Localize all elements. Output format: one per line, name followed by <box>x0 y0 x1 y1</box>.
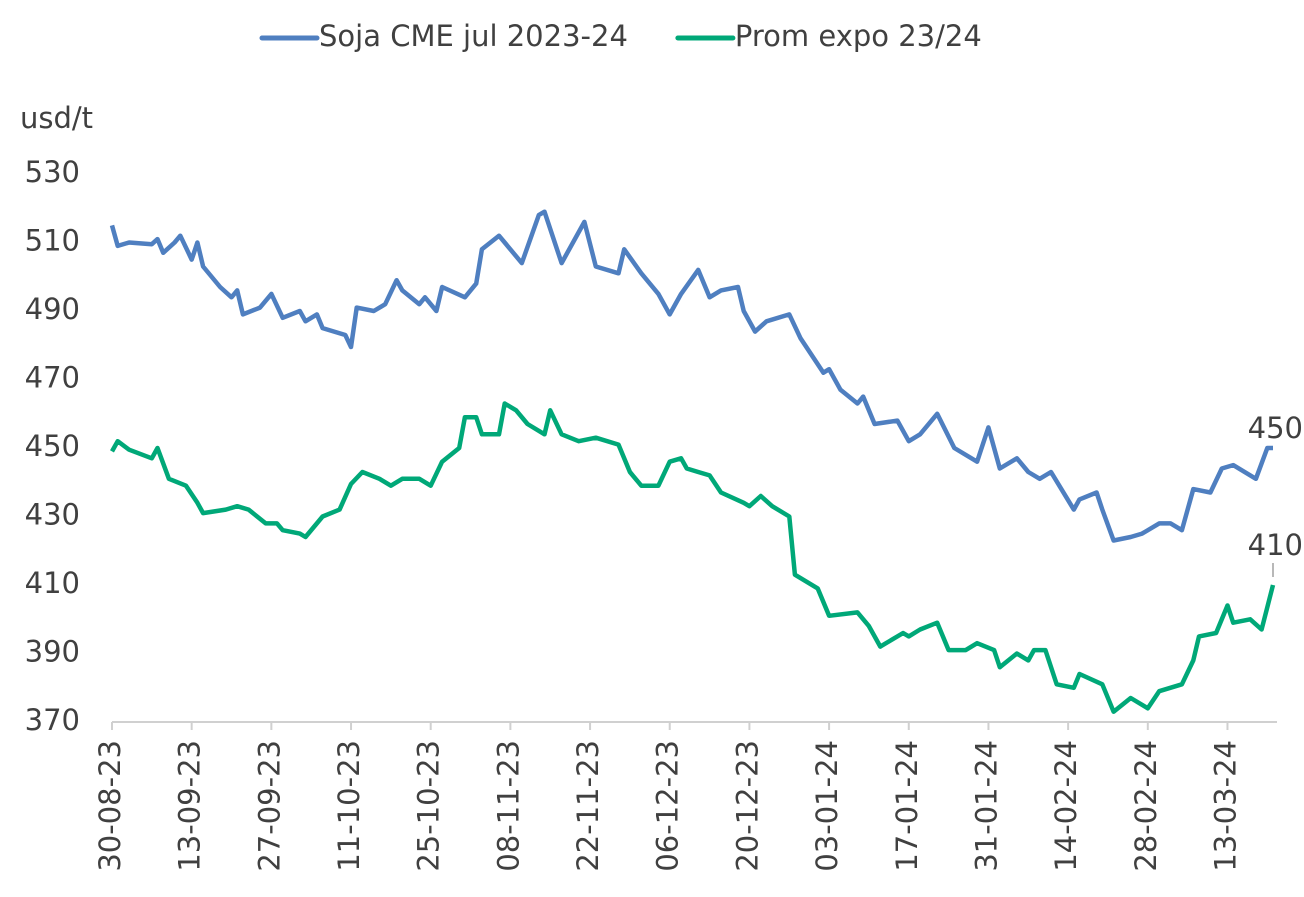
x-tick-label: 08-11-23 <box>491 740 525 872</box>
x-tick-label: 25-10-23 <box>412 740 446 872</box>
y-tick-label: 530 <box>25 155 80 189</box>
y-tick-label: 410 <box>25 566 80 600</box>
x-tick-label: 27-09-23 <box>252 740 286 872</box>
x-tick-label: 06-12-23 <box>651 740 685 872</box>
y-tick-label: 430 <box>25 498 80 532</box>
x-tick-label: 22-11-23 <box>571 740 605 872</box>
y-tick-label: 510 <box>25 224 80 258</box>
y-tick-label: 370 <box>25 703 80 737</box>
data-label: 410 <box>1248 528 1303 562</box>
y-tick-label: 470 <box>25 361 80 395</box>
x-tick-label: 17-01-24 <box>890 740 924 872</box>
y-tick-label: 450 <box>25 429 80 463</box>
data-label: 450 <box>1248 411 1303 445</box>
series-line <box>109 209 1273 543</box>
x-tick-label: 28-02-24 <box>1129 740 1163 872</box>
series-line <box>110 401 1276 714</box>
x-tick-label: 13-03-24 <box>1208 740 1242 872</box>
x-tick-label: 14-02-24 <box>1049 740 1083 872</box>
legend-label: Prom expo 23/24 <box>735 19 982 53</box>
x-tick-label: 13-09-23 <box>173 740 207 872</box>
x-tick-label: 11-10-23 <box>332 740 366 872</box>
y-tick-label: 490 <box>25 292 80 326</box>
x-tick-label: 20-12-23 <box>730 740 764 872</box>
y-tick-label: 390 <box>25 635 80 669</box>
legend-label: Soja CME jul 2023-24 <box>319 19 628 53</box>
x-tick-label: 30-08-23 <box>93 740 127 872</box>
x-tick-label: 31-01-24 <box>969 740 1003 872</box>
y-axis-label: usd/t <box>20 101 93 135</box>
x-tick-label: 03-01-24 <box>810 740 844 872</box>
